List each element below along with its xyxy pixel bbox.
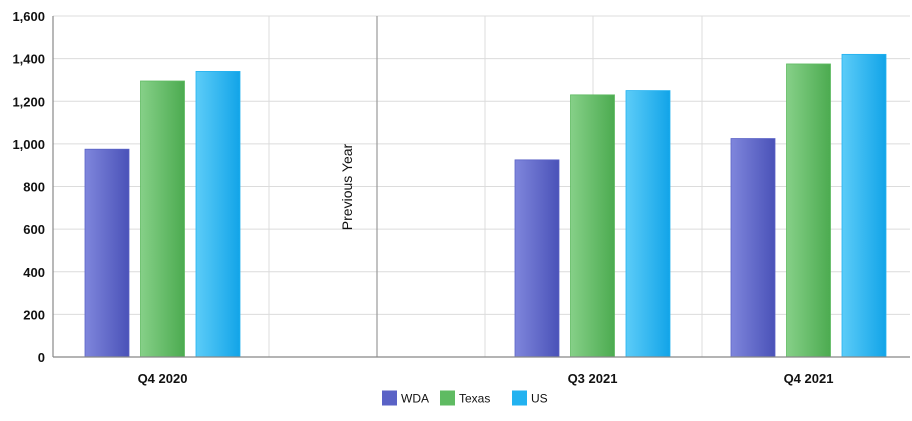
bar-wda-q4-2020 [84,148,130,358]
x-axis-categories: Q4 2020 Q3 2021 Q4 2021 [138,371,834,386]
legend-label-us: US [531,392,548,406]
legend-swatch-wda [382,390,397,406]
bar-texas-q4-2020 [140,80,185,358]
bar-us-q4-2020 [195,71,241,358]
legend-swatch-us [512,390,527,406]
x-category-label: Q4 2020 [138,371,188,386]
x-category-label: Q4 2021 [784,371,834,386]
axes [52,16,910,358]
bar-wda-q4-2021 [730,138,776,358]
y-tick-label: 1,400 [12,52,45,67]
y-tick-label: 400 [23,265,45,280]
y-tick-label: 1,000 [12,137,45,152]
bar-us-q4-2021 [841,53,887,358]
bar-texas-q4-2021 [786,63,831,358]
divider-label: Previous Year [339,143,355,230]
y-tick-label: 1,600 [12,9,45,24]
legend-label-wda: WDA [401,392,429,406]
legend-label-texas: Texas [459,392,490,406]
bar-us-q3-2021 [625,90,671,358]
y-axis-ticks: 0 200 400 600 800 1,000 1,200 1,400 1,600 [12,9,45,365]
bar-texas-q3-2021 [570,94,615,358]
bar-wda-q3-2021 [514,159,560,358]
y-tick-label: 600 [23,222,45,237]
y-tick-label: 200 [23,307,45,322]
legend: WDA Texas US [382,390,548,406]
y-tick-label: 1,200 [12,94,45,109]
y-tick-label: 0 [38,350,45,365]
x-category-label: Q3 2021 [568,371,618,386]
y-tick-label: 800 [23,180,45,195]
legend-swatch-texas [440,390,455,406]
bars [84,53,887,358]
